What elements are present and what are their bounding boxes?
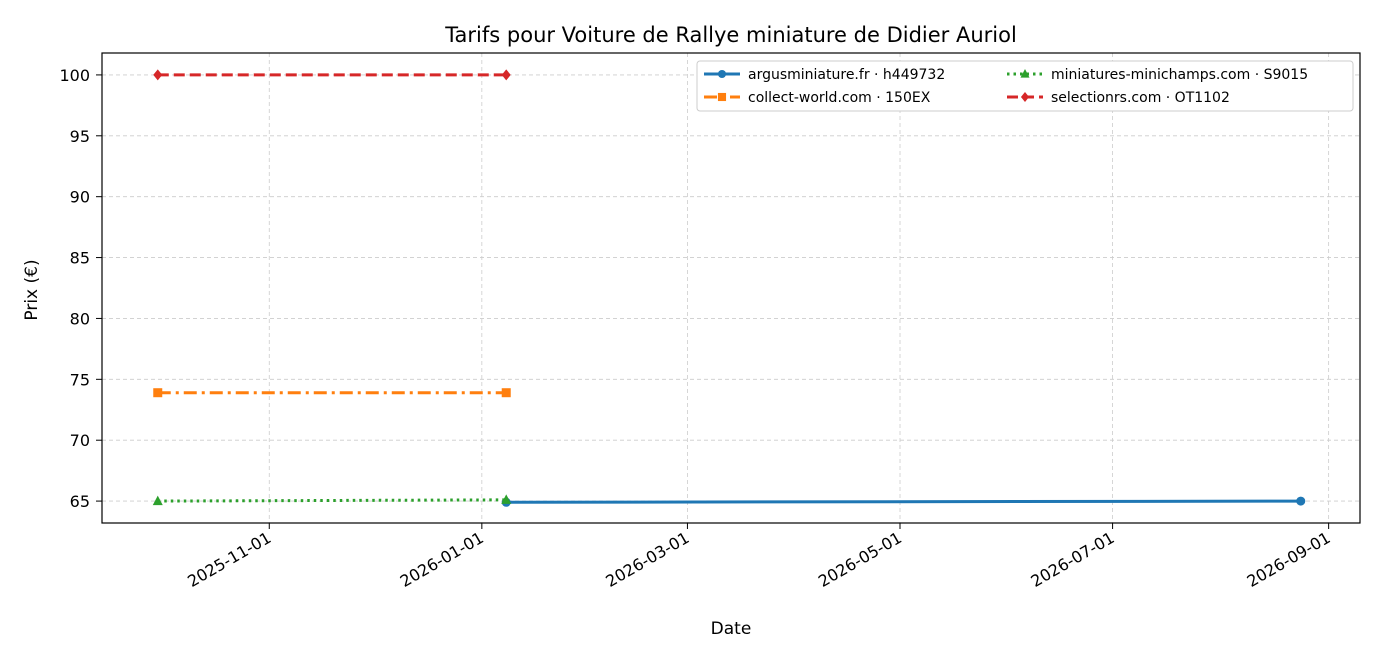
legend-label: argusminiature.fr · h449732 [748, 67, 945, 83]
legend-marker [717, 92, 727, 102]
x-tick-label: 2026-05-01 [815, 528, 905, 591]
axes: 65 70 75 80 85 90 95 100 2025-11-01 2026-01-01 202… [59, 66, 1333, 591]
y-tick-label: 100 [59, 66, 90, 85]
legend-marker [717, 69, 727, 79]
legend: argusminiature.fr · h449732 collect-world… [696, 60, 1354, 112]
series-line-diamond [153, 69, 511, 81]
series-layer [152, 69, 1306, 507]
legend-label: collect-world.com · 150EX [748, 90, 931, 106]
data-point [152, 495, 163, 506]
series-line-circle [501, 496, 1306, 507]
y-axis-label: Prix (€) [22, 259, 42, 320]
series-line-triangle [152, 494, 512, 506]
y-tick-label: 70 [70, 431, 90, 450]
x-tick-label: 2026-01-01 [397, 528, 487, 591]
y-tick-label: 80 [70, 309, 90, 328]
legend-label: selectionrs.com · OT1102 [1051, 90, 1230, 106]
data-point [153, 69, 163, 81]
y-tick-label: 75 [70, 370, 90, 389]
y-tick-label: 85 [70, 249, 90, 268]
data-point [153, 388, 163, 398]
y-tick-label: 90 [70, 188, 90, 207]
x-tick-label: 2025-11-01 [184, 528, 274, 591]
grid-lines [102, 53, 1360, 523]
y-tick-label: 65 [70, 492, 90, 511]
data-point [501, 494, 512, 504]
data-point [501, 388, 511, 398]
series-line [506, 499, 1301, 504]
plot-frame [101, 52, 1361, 524]
x-tick-label: 2026-03-01 [602, 528, 692, 591]
legend-box [696, 60, 1354, 112]
y-tick-label: 95 [70, 127, 90, 146]
x-tick-label: 2026-07-01 [1028, 528, 1118, 591]
legend-label: miniatures-minichamps.com · S9015 [1051, 67, 1308, 83]
legend-marker [1020, 92, 1030, 102]
series-line-square [153, 388, 511, 398]
data-point [1296, 496, 1306, 506]
x-tick-label: 2026-09-01 [1244, 528, 1334, 591]
x-axis-label: Date [711, 619, 752, 639]
chart-title: Tarifs pour Voiture de Rallye miniature … [444, 23, 1017, 47]
data-point [501, 69, 511, 81]
legend-marker [1020, 69, 1030, 78]
